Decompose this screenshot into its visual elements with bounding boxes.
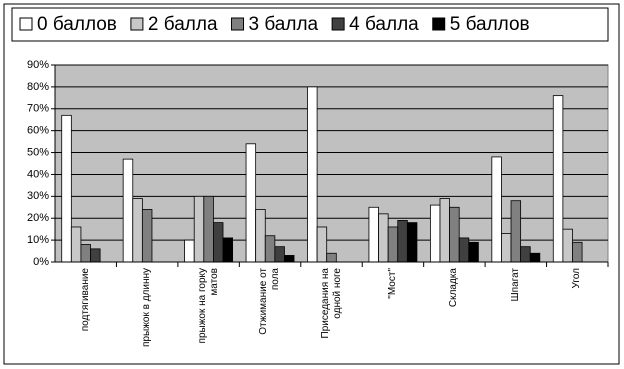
- bar: [307, 86, 318, 263]
- bar: [184, 239, 195, 263]
- bar: [458, 237, 470, 263]
- bar: [572, 241, 583, 263]
- bar: [274, 246, 285, 263]
- x-tick-label: Отжимание от пола: [258, 268, 282, 335]
- x-tick-label: Приседания на одной ноге: [319, 268, 343, 339]
- bar: [491, 156, 502, 263]
- bar: [255, 209, 266, 263]
- legend-label: 2 балла: [148, 14, 218, 35]
- y-tick-label: 90%: [27, 59, 49, 71]
- bar: [378, 213, 389, 263]
- bar: [284, 255, 295, 263]
- bar: [552, 95, 564, 263]
- bar: [193, 195, 205, 263]
- y-tick-label: 0%: [33, 256, 49, 268]
- bar: [368, 206, 379, 263]
- bar: [203, 195, 214, 263]
- y-tick-label: 70%: [27, 103, 49, 115]
- bar: [439, 198, 450, 263]
- bar: [449, 206, 460, 263]
- bar: [387, 226, 399, 263]
- legend-label: 5 баллов: [450, 14, 530, 35]
- bar: [222, 237, 234, 263]
- bar: [510, 200, 522, 263]
- bar: [264, 235, 276, 263]
- legend-label: 3 балла: [249, 14, 319, 35]
- bar: [520, 246, 531, 263]
- x-tick-label: "Мост": [386, 268, 398, 299]
- x-tick-label: Шпагат: [509, 268, 521, 302]
- bar: [245, 143, 257, 263]
- bar: [429, 204, 441, 263]
- bar: [61, 114, 72, 263]
- bar: [213, 222, 224, 263]
- legend-box: [11, 7, 609, 42]
- x-tick-label: Угол: [571, 268, 583, 289]
- y-tick-label: 40%: [27, 168, 49, 180]
- bar: [80, 244, 91, 263]
- legend-swatch: [19, 17, 33, 31]
- legend-label: 4 балла: [349, 14, 419, 35]
- y-tick-label: 50%: [27, 146, 49, 158]
- y-tick-label: 60%: [27, 125, 49, 137]
- bar: [122, 158, 134, 263]
- y-tick-label: 10%: [27, 234, 49, 246]
- bar: [316, 226, 328, 263]
- x-tick-label: прыжок в длинну: [141, 268, 153, 347]
- legend-label: 0 баллов: [37, 14, 117, 35]
- bar: [397, 220, 408, 263]
- y-tick-label: 20%: [27, 212, 49, 224]
- x-tick-label: Складка: [448, 268, 460, 308]
- y-tick-label: 80%: [27, 81, 49, 93]
- bar: [501, 233, 512, 263]
- x-tick-label: подтягивание: [79, 268, 91, 332]
- bar: [406, 222, 418, 263]
- bar: [468, 241, 479, 263]
- legend-swatch: [231, 17, 245, 31]
- bar: [132, 198, 143, 263]
- bar: [326, 252, 337, 263]
- legend-swatch: [331, 17, 345, 31]
- legend-swatch: [432, 17, 446, 31]
- x-tick-label: прыжок на горку матов: [196, 268, 220, 344]
- bar: [529, 252, 541, 263]
- bar: [562, 228, 573, 263]
- bar: [141, 209, 153, 263]
- y-tick-label: 30%: [27, 190, 49, 202]
- bar: [90, 248, 101, 263]
- bar: [70, 226, 82, 263]
- legend-swatch: [130, 17, 144, 31]
